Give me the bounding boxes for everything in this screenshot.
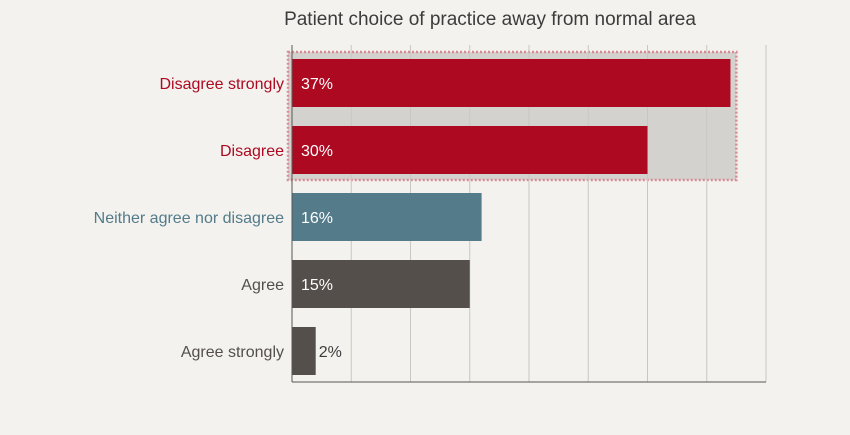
label-layer: Disagree strongly 37% Disagree 30% Neither a… [94,76,342,361]
bar-agree-strongly [292,327,316,375]
value-label-disagree: 30% [301,143,333,160]
bar-disagree-strongly [292,59,731,107]
bar-agree [292,260,470,308]
category-label-disagree-strongly: Disagree strongly [160,76,285,93]
category-label-agree-strongly: Agree strongly [181,344,284,361]
value-label-neither-agree-nor-disagree: 16% [301,210,333,227]
chart-title: Patient choice of practice away from nor… [284,9,696,30]
bar-layer [292,59,731,375]
category-label-agree: Agree [241,277,284,294]
value-label-agree: 15% [301,277,333,294]
bar-neither-agree-nor-disagree [292,193,482,241]
axis-layer [291,45,766,383]
value-label-disagree-strongly: 37% [301,76,333,93]
value-label-agree-strongly: 2% [319,344,342,361]
bar-disagree [292,126,648,174]
category-label-disagree: Disagree [220,143,284,160]
category-label-neither-agree-nor-disagree: Neither agree nor disagree [94,210,284,227]
